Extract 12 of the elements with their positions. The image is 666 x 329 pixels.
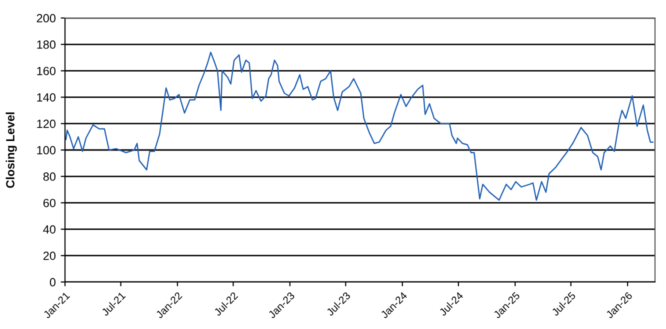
y-tick-label: 120: [37, 120, 56, 128]
y-tick-label: 200: [36, 14, 56, 22]
y-tick-label: 160: [37, 66, 56, 76]
y-tick-label: 40: [43, 225, 56, 234]
y-tick-label: 60: [43, 198, 56, 208]
y-tick-label: 140: [37, 93, 56, 102]
y-tick-label: 100: [37, 146, 56, 154]
y-tick-label: 80: [43, 172, 56, 181]
y-tick-label: 180: [37, 40, 56, 49]
y-tick-label: 0: [50, 278, 56, 286]
y-axis-title: Closing Level: [6, 112, 17, 188]
y-tick-label: 20: [43, 252, 56, 260]
